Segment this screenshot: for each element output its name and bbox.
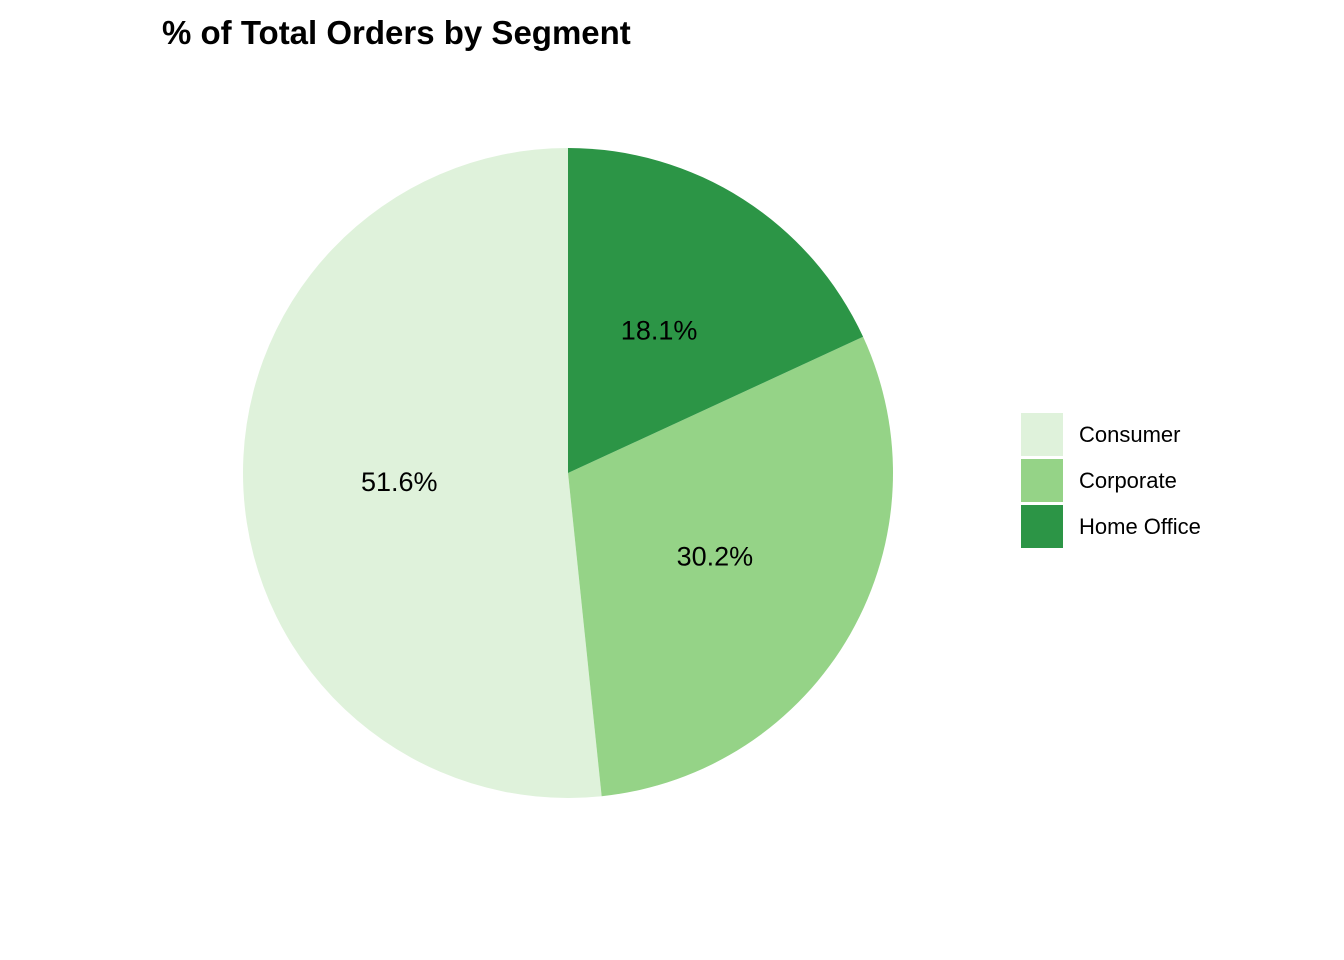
pie-slice-corporate	[568, 336, 893, 797]
pie-slices	[243, 148, 893, 798]
slice-label-home-office: 18.1%	[621, 316, 698, 346]
chart-title: % of Total Orders by Segment	[162, 14, 631, 51]
legend-label-home-office: Home Office	[1079, 514, 1201, 539]
pie-slice-consumer	[243, 148, 602, 798]
slice-label-consumer: 51.6%	[361, 467, 438, 497]
legend-label-corporate: Corporate	[1079, 468, 1177, 493]
slice-label-corporate: 30.2%	[677, 542, 754, 572]
legend-key-consumer	[1021, 413, 1063, 456]
legend-label-consumer: Consumer	[1079, 422, 1180, 447]
legend: Consumer Corporate Home Office	[1021, 413, 1201, 548]
legend-key-corporate	[1021, 459, 1063, 502]
legend-key-home-office	[1021, 505, 1063, 548]
pie-slice-home-office	[568, 148, 864, 473]
pie-slice-labels: 51.6% 30.2% 18.1%	[361, 316, 753, 572]
